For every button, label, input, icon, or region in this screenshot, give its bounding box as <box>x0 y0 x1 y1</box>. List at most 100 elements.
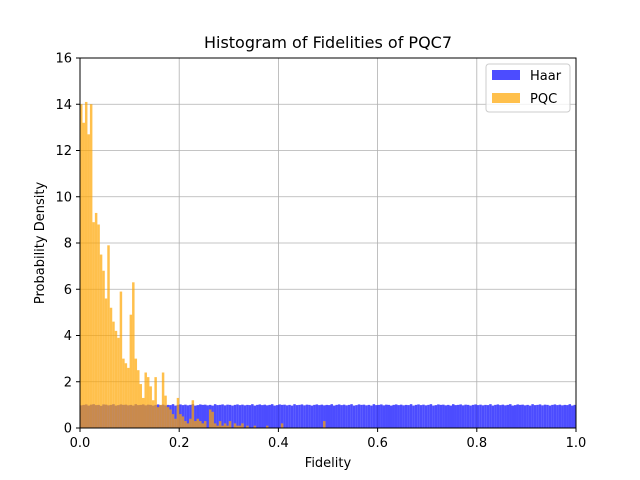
pqc-bar <box>134 358 138 428</box>
haar-bar <box>298 404 301 428</box>
y-tick-label: 6 <box>64 283 72 298</box>
haar-bar <box>370 405 373 428</box>
pqc-bar <box>218 421 222 428</box>
haar-bar <box>459 404 462 428</box>
haar-bar <box>571 405 574 428</box>
legend-label-pqc: PQC <box>530 92 557 107</box>
pqc-bar <box>119 291 123 428</box>
pqc-bar <box>149 386 152 428</box>
haar-bar <box>479 404 482 428</box>
haar-bar <box>283 404 286 428</box>
haar-bar <box>270 404 274 428</box>
haar-bar <box>288 404 291 428</box>
pqc-bar <box>92 222 95 428</box>
pqc-bar <box>204 421 207 428</box>
haar-bar <box>186 405 190 428</box>
legend-label-haar: Haar <box>530 69 562 84</box>
haar-bar <box>318 405 321 428</box>
haar-bar <box>323 405 326 428</box>
y-tick-label: 16 <box>55 52 72 67</box>
haar-bar <box>390 405 393 428</box>
legend-swatch-haar <box>492 70 520 80</box>
haar-bar <box>422 404 425 428</box>
chart-title: Histogram of Fidelities of PQC7 <box>204 33 452 52</box>
haar-bar <box>506 404 510 428</box>
pqc-bar <box>179 414 182 428</box>
y-tick-label: 12 <box>55 144 72 159</box>
haar-bar <box>454 405 457 428</box>
x-axis-title: Fidelity <box>305 456 352 471</box>
pqc-bar <box>97 224 100 428</box>
haar-bar <box>303 405 306 428</box>
pqc-bars <box>80 101 326 428</box>
haar-bar <box>342 404 346 428</box>
haar-bar <box>367 404 371 428</box>
haar-bar <box>412 405 415 428</box>
pqc-bar <box>171 414 175 428</box>
pqc-bar <box>144 372 147 428</box>
pqc-bar <box>89 104 93 428</box>
pqc-bar <box>241 423 244 428</box>
pqc-bar <box>201 423 204 428</box>
haar-bar <box>404 404 408 428</box>
pqc-bar <box>132 282 135 428</box>
haar-bar <box>444 405 448 428</box>
haar-bar <box>335 404 338 428</box>
haar-bar <box>474 404 477 428</box>
haar-bar <box>330 404 333 428</box>
y-axis-ticks: 0 2 4 6 8 10 12 14 16 <box>55 52 80 437</box>
haar-bar <box>290 405 294 428</box>
haar-bar <box>556 405 559 428</box>
pqc-bar <box>159 404 162 428</box>
haar-bar <box>566 405 569 428</box>
pqc-bar <box>199 421 202 428</box>
haar-bar <box>189 404 192 428</box>
haar-bar <box>273 405 276 428</box>
haar-bar <box>365 405 368 428</box>
haar-bar <box>275 405 279 428</box>
haar-bar <box>345 405 348 428</box>
pqc-bar <box>102 270 105 428</box>
y-tick-label: 14 <box>55 98 72 113</box>
haar-bar <box>293 404 296 428</box>
haar-bar <box>461 405 465 428</box>
pqc-bar <box>139 384 142 428</box>
haar-bar <box>206 405 209 428</box>
haar-bar <box>201 404 204 428</box>
haar-bar <box>228 404 232 428</box>
pqc-bar <box>166 407 170 428</box>
pqc-bar <box>169 409 172 428</box>
haar-bar <box>489 404 492 428</box>
haar-bar <box>231 405 234 428</box>
pqc-bar <box>112 321 115 428</box>
haar-bar <box>263 404 266 428</box>
haar-bar <box>521 404 524 428</box>
haar-bar <box>375 405 378 428</box>
pqc-bar <box>266 425 269 428</box>
pqc-bar <box>208 409 212 428</box>
haar-bar <box>253 405 257 428</box>
pqc-bar <box>80 104 83 428</box>
haar-bar <box>340 405 343 428</box>
haar-bar <box>360 404 363 428</box>
haar-bar <box>347 404 351 428</box>
haar-bar <box>531 404 534 428</box>
haar-bar <box>174 405 177 428</box>
haar-bar <box>551 404 554 428</box>
haar-bar <box>419 405 423 428</box>
haar-bar <box>241 404 244 428</box>
x-tick-label: 0.8 <box>466 436 487 451</box>
pqc-bar <box>104 298 108 428</box>
haar-bar <box>328 405 331 428</box>
pqc-bar <box>213 423 217 428</box>
pqc-bar <box>238 425 242 428</box>
haar-bar <box>499 405 502 428</box>
haar-bar <box>256 404 259 428</box>
haar-bar <box>238 405 242 428</box>
haar-bar <box>456 404 460 428</box>
haar-bar <box>382 405 386 428</box>
haar-bar <box>278 404 281 428</box>
pqc-bar <box>211 411 214 428</box>
haar-bar <box>325 404 328 428</box>
